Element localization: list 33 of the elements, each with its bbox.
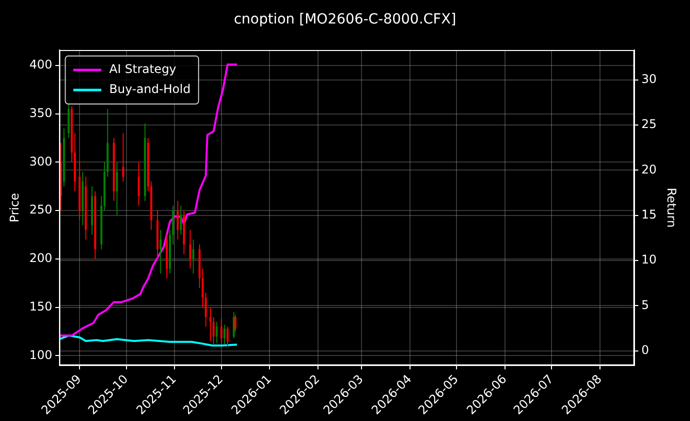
candlestick — [180, 205, 182, 236]
candlestick — [220, 318, 222, 345]
y2-tick-label: 25 — [641, 117, 657, 132]
candlestick — [216, 321, 218, 344]
candlestick — [223, 324, 226, 345]
y2-tick-label: 5 — [641, 298, 649, 312]
y2-tick-label: 10 — [641, 252, 657, 267]
legend-label: AI Strategy — [109, 62, 176, 76]
y-tick-label: 350 — [29, 106, 52, 120]
y-tick-label: 200 — [29, 251, 52, 266]
y-tick-label: 150 — [29, 299, 52, 314]
y2-axis-title: Return — [664, 188, 679, 228]
y2-tick-label: 0 — [641, 343, 649, 358]
y-axis-title: Price — [7, 193, 22, 222]
y-tick-label: 400 — [29, 58, 52, 72]
y-tick-label: 300 — [29, 154, 52, 168]
candlestick — [116, 162, 118, 216]
y2-tick-label: 20 — [641, 162, 657, 176]
y-tick-label: 100 — [29, 348, 52, 362]
candlestick — [209, 306, 212, 342]
candlestick — [189, 229, 192, 270]
candlestick — [160, 229, 162, 274]
candlestick — [176, 200, 179, 240]
candlestick — [138, 162, 140, 206]
candlestick — [204, 292, 207, 328]
y2-tick-label: 30 — [641, 72, 657, 86]
y2-tick-label: 15 — [641, 207, 657, 222]
y-tick-label: 250 — [29, 202, 52, 217]
chart-title: cnoption [MO2606-C-8000.CFX] — [234, 12, 456, 28]
legend-label: Buy-and-Hold — [109, 82, 191, 96]
candlestick — [192, 239, 194, 274]
candlestick — [122, 132, 124, 182]
candlestick — [226, 326, 229, 347]
